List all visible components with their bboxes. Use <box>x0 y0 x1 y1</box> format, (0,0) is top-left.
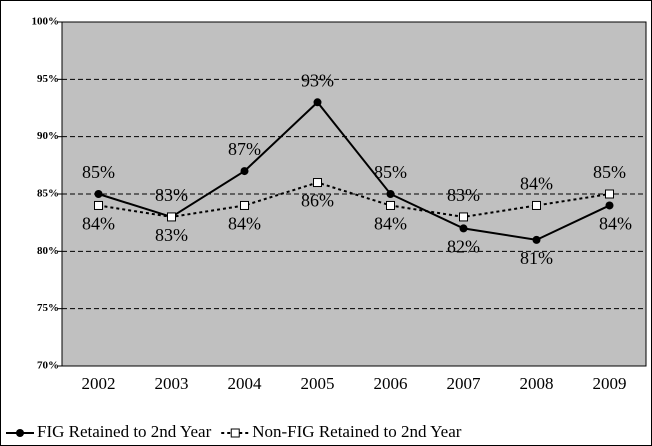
data-point <box>605 189 614 199</box>
data-label: 84% <box>374 214 407 234</box>
data-label: 83% <box>155 185 188 205</box>
series-line <box>98 181 610 218</box>
data-label: 83% <box>155 225 188 245</box>
data-point <box>240 200 249 210</box>
data-point <box>605 201 614 210</box>
data-point <box>532 235 541 244</box>
y-tick-label: 70% <box>37 360 59 372</box>
y-tick-label: 90% <box>37 130 59 142</box>
data-point <box>240 167 249 176</box>
data-point <box>313 178 322 188</box>
data-label: 84% <box>82 214 115 234</box>
data-label: 86% <box>301 191 334 211</box>
legend-label: Non-FIG Retained to 2nd Year <box>252 422 462 441</box>
data-label: 85% <box>82 162 115 182</box>
x-tick-label: 2002 <box>82 374 116 393</box>
y-tick-label: 85% <box>37 188 59 200</box>
data-label: 84% <box>599 214 632 234</box>
data-label: 85% <box>593 162 626 182</box>
data-label: 85% <box>374 162 407 182</box>
data-point <box>313 98 322 107</box>
data-label: 84% <box>520 174 553 194</box>
x-tick-label: 2008 <box>520 374 554 393</box>
x-tick-label: 2003 <box>155 374 189 393</box>
x-tick-label: 2006 <box>374 374 408 393</box>
data-point <box>94 190 103 198</box>
x-tick-label: 2004 <box>228 374 263 393</box>
y-tick-label: 75% <box>37 302 59 314</box>
legend-label: FIG Retained to 2nd Year <box>37 422 212 441</box>
data-label: 87% <box>228 139 261 159</box>
data-point <box>459 224 468 233</box>
series-line <box>98 100 610 241</box>
x-tick-label: 2005 <box>301 374 335 393</box>
data-point <box>167 212 176 222</box>
data-point <box>459 212 468 222</box>
x-tick-label: 2009 <box>593 374 627 393</box>
data-point <box>532 200 541 210</box>
data-label: 82% <box>447 237 480 257</box>
data-label: 84% <box>228 214 261 234</box>
data-point <box>386 190 395 198</box>
y-tick-label: 100% <box>32 16 60 28</box>
x-tick-label: 2007 <box>447 374 482 393</box>
data-label: 81% <box>520 248 553 268</box>
data-label: 93% <box>301 70 334 90</box>
data-point <box>94 200 103 210</box>
data-point <box>386 200 395 210</box>
y-tick-label: 95% <box>37 73 59 85</box>
y-tick-label: 80% <box>37 245 59 257</box>
legend-marker <box>230 428 240 438</box>
legend-marker <box>16 429 24 437</box>
data-label: 83% <box>447 185 480 205</box>
